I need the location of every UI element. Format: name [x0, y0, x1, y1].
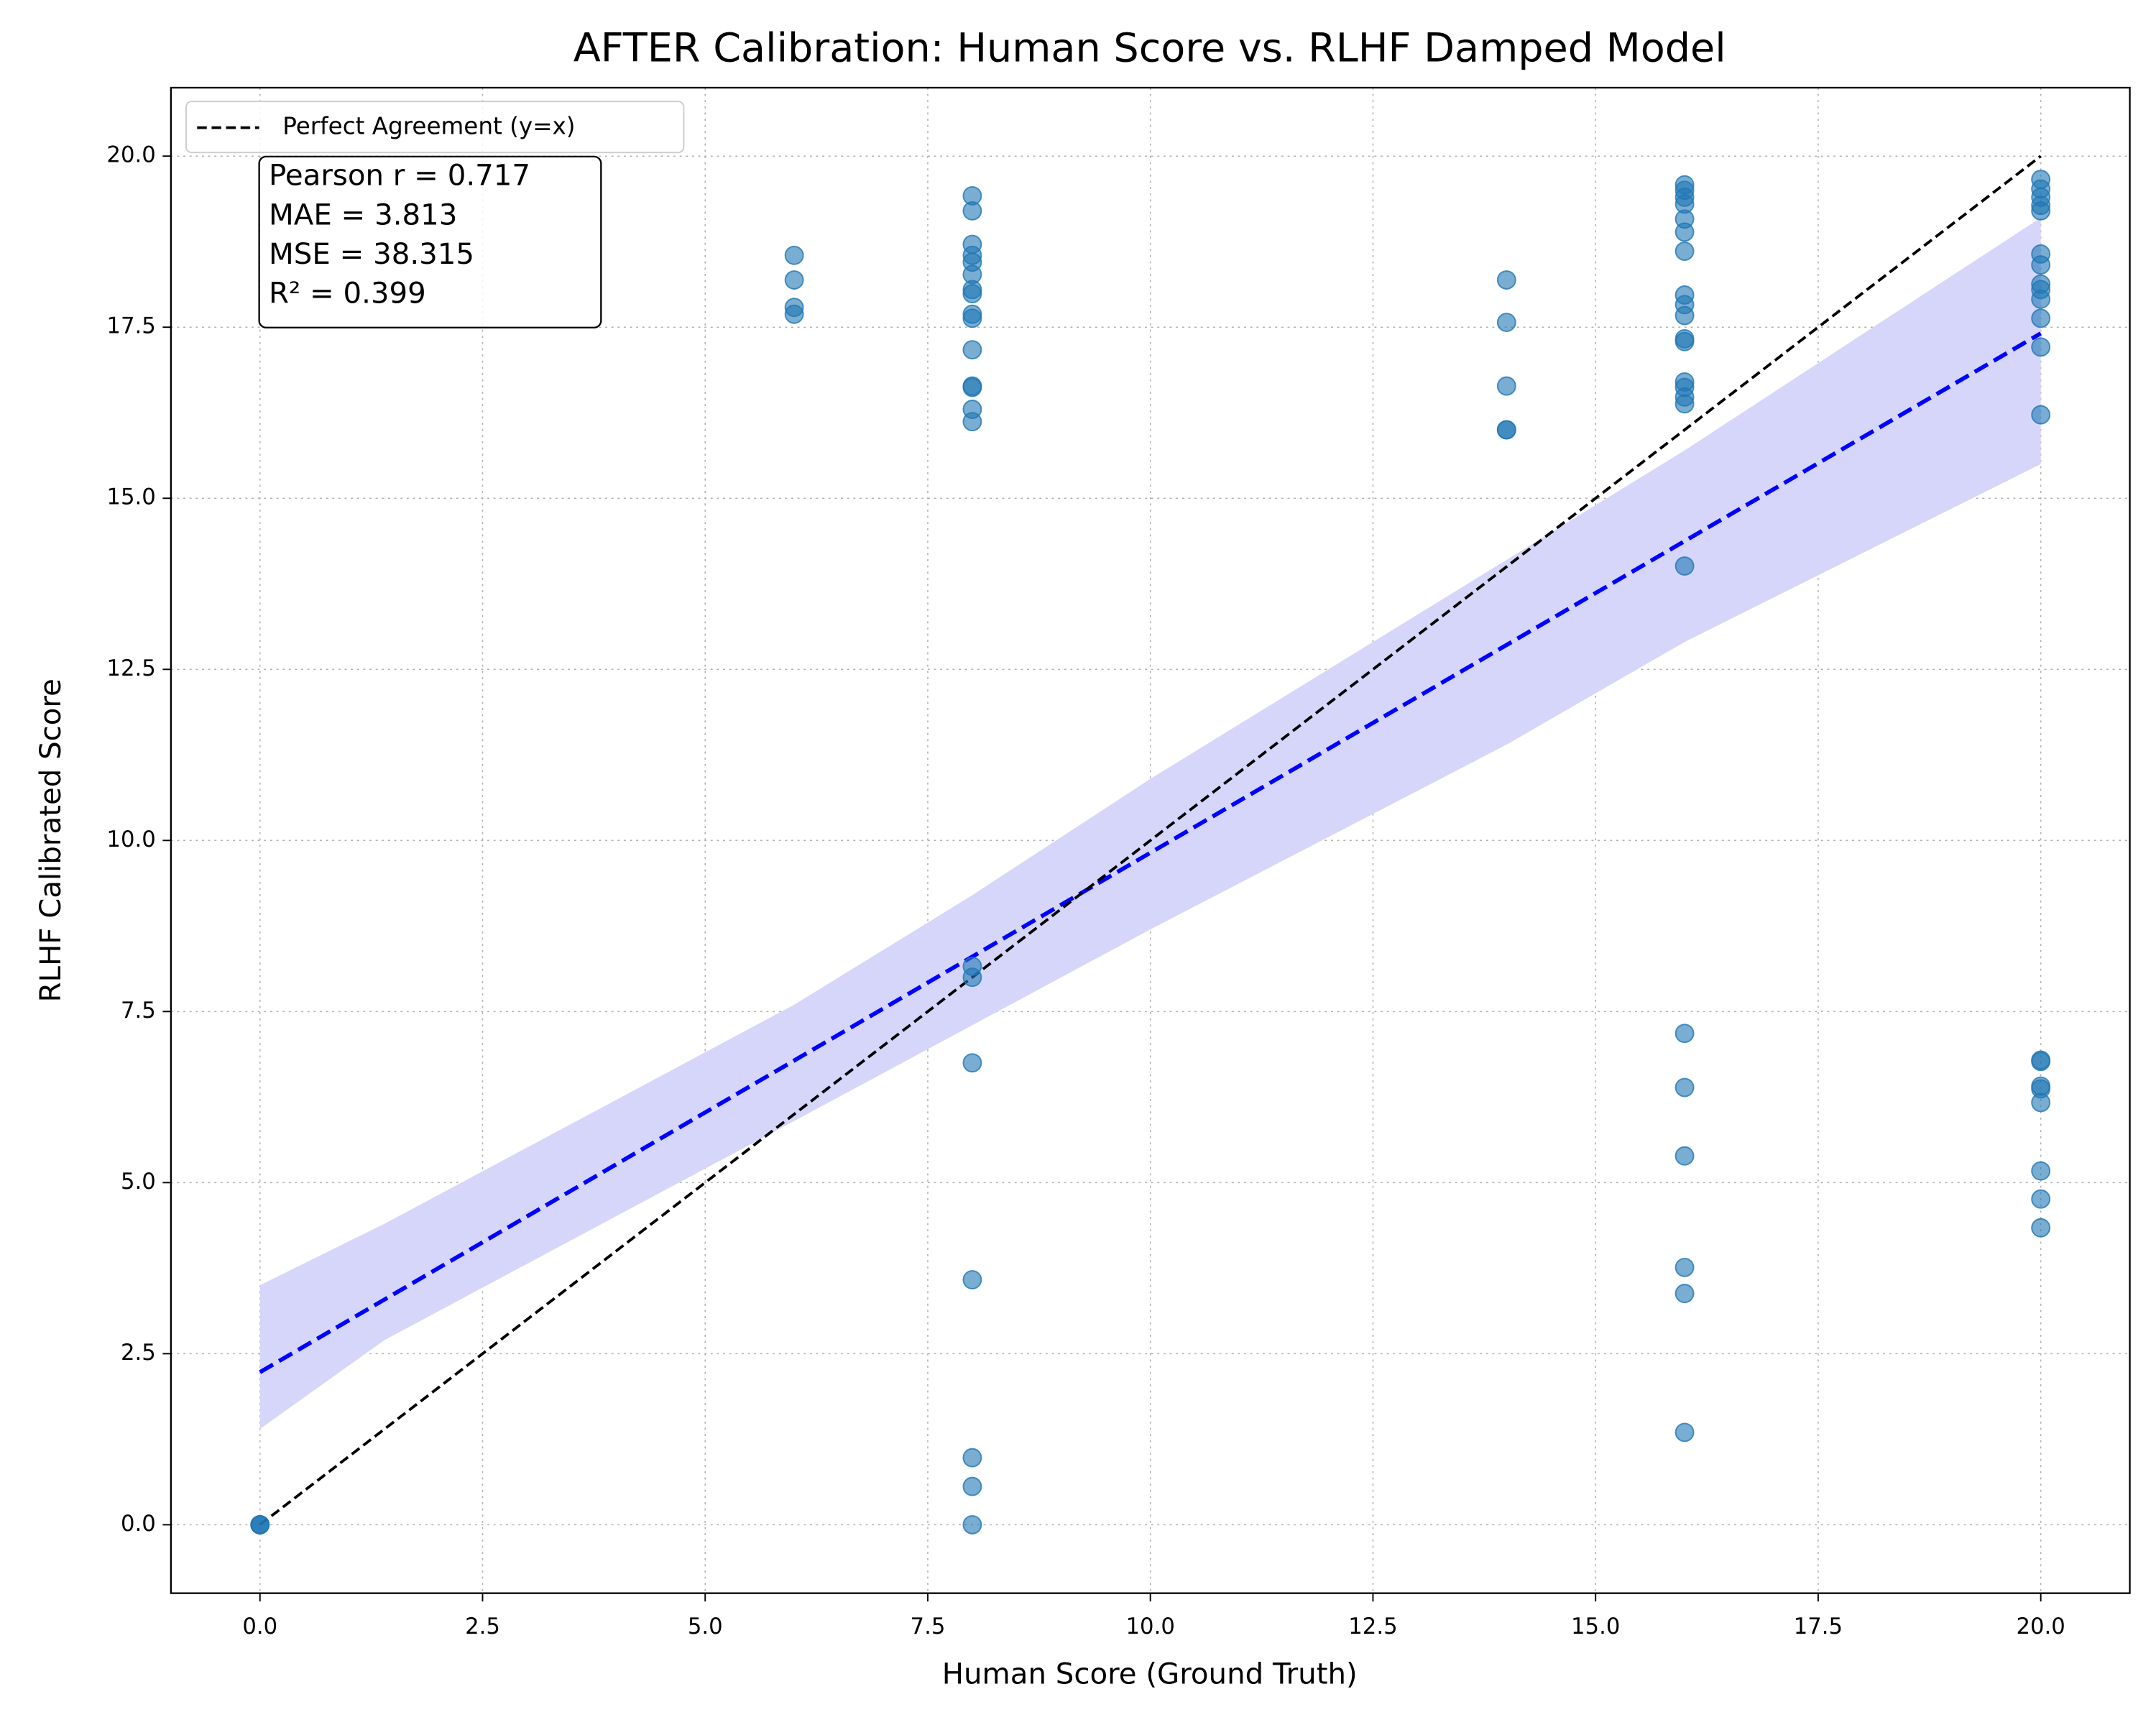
scatter-point	[962, 1270, 982, 1289]
scatter-point	[2031, 337, 2051, 357]
scatter-point	[1674, 394, 1695, 414]
scatter-point	[784, 304, 804, 324]
scatter-point	[2031, 1052, 2051, 1072]
x-axis-label: Human Score (Ground Truth)	[942, 1658, 1358, 1691]
y-tick-label: 10.0	[106, 827, 155, 852]
scatter-point	[2031, 201, 2051, 221]
reference-line	[259, 155, 2042, 1526]
scatter-point	[962, 377, 982, 397]
plot-frame	[170, 86, 2131, 1594]
scatter-point	[1496, 376, 1516, 396]
y-tick-label: 2.5	[121, 1340, 156, 1366]
scatter-point	[1496, 313, 1516, 332]
scatter-point	[962, 1514, 982, 1535]
x-tick-label: 20.0	[2016, 1614, 2065, 1639]
x-tick-label: 15.0	[1571, 1614, 1620, 1639]
scatter-point	[962, 967, 982, 988]
y-tick-label: 20.0	[106, 143, 155, 168]
x-tick-label: 7.5	[911, 1614, 946, 1639]
stats-text: MAE = 3.813	[269, 198, 457, 231]
scatter-point	[1674, 1284, 1695, 1304]
fit-line	[259, 331, 2042, 1374]
scatter-point	[1496, 270, 1516, 290]
scatter-point	[1674, 1024, 1695, 1044]
scatter-point	[2031, 308, 2051, 328]
stats-text: MSE = 38.315	[269, 238, 474, 271]
scatter-point	[962, 340, 982, 360]
scatter-point	[962, 308, 982, 328]
x-tick-label: 12.5	[1348, 1614, 1397, 1639]
scatter-point	[2031, 405, 2051, 425]
scatter-point	[962, 412, 982, 432]
y-tick-label: 0.0	[121, 1512, 156, 1537]
x-tick-label: 10.0	[1126, 1614, 1175, 1639]
scatter-point	[1674, 242, 1695, 261]
scatter-point	[784, 245, 804, 265]
chart-title: AFTER Calibration: Human Score vs. RLHF …	[573, 24, 1726, 71]
stats-box	[258, 155, 602, 328]
x-tick-label: 5.0	[688, 1614, 723, 1639]
scatter-point	[962, 1448, 982, 1468]
y-tick-label: 12.5	[106, 656, 155, 681]
scatter-point	[1674, 1146, 1695, 1166]
scatter-point	[784, 270, 804, 290]
legend-label: Perfect Agreement (y=x)	[282, 113, 575, 140]
scatter-point	[1674, 222, 1695, 242]
scatter-point	[962, 284, 982, 304]
stats-text: Pearson r = 0.717	[269, 160, 530, 193]
scatter-point	[1674, 1257, 1695, 1277]
confidence-band	[259, 217, 2041, 1430]
scatter-point	[2031, 1161, 2051, 1181]
y-tick-label: 5.0	[121, 1169, 156, 1195]
x-tick-label: 17.5	[1794, 1614, 1843, 1639]
scatter-point	[962, 1476, 982, 1496]
scatter-point	[2031, 1218, 2051, 1238]
scatter-point	[2031, 1189, 2051, 1209]
scatter-point	[962, 201, 982, 221]
scatter-point	[1674, 556, 1695, 576]
scatter-point	[250, 1514, 270, 1535]
y-tick-label: 7.5	[121, 998, 156, 1024]
stats-text: R² = 0.399	[269, 277, 426, 310]
scatter-point	[962, 1053, 982, 1073]
scatter-point	[2031, 255, 2051, 275]
scatter-point	[1496, 420, 1516, 440]
x-tick-label: 2.5	[465, 1614, 500, 1639]
x-tick-label: 0.0	[242, 1614, 277, 1639]
scatter-point	[1674, 331, 1695, 351]
scatter-point	[2031, 289, 2051, 309]
y-axis-label: RLHF Calibrated Score	[34, 678, 68, 1002]
scatter-point	[1674, 1077, 1695, 1098]
y-tick-label: 17.5	[106, 314, 155, 339]
scatter-point	[1674, 1422, 1695, 1443]
scatter-point	[2031, 1092, 2051, 1113]
scatter-point	[1674, 305, 1695, 326]
y-tick-label: 15.0	[106, 485, 155, 510]
legend-box	[185, 101, 685, 154]
